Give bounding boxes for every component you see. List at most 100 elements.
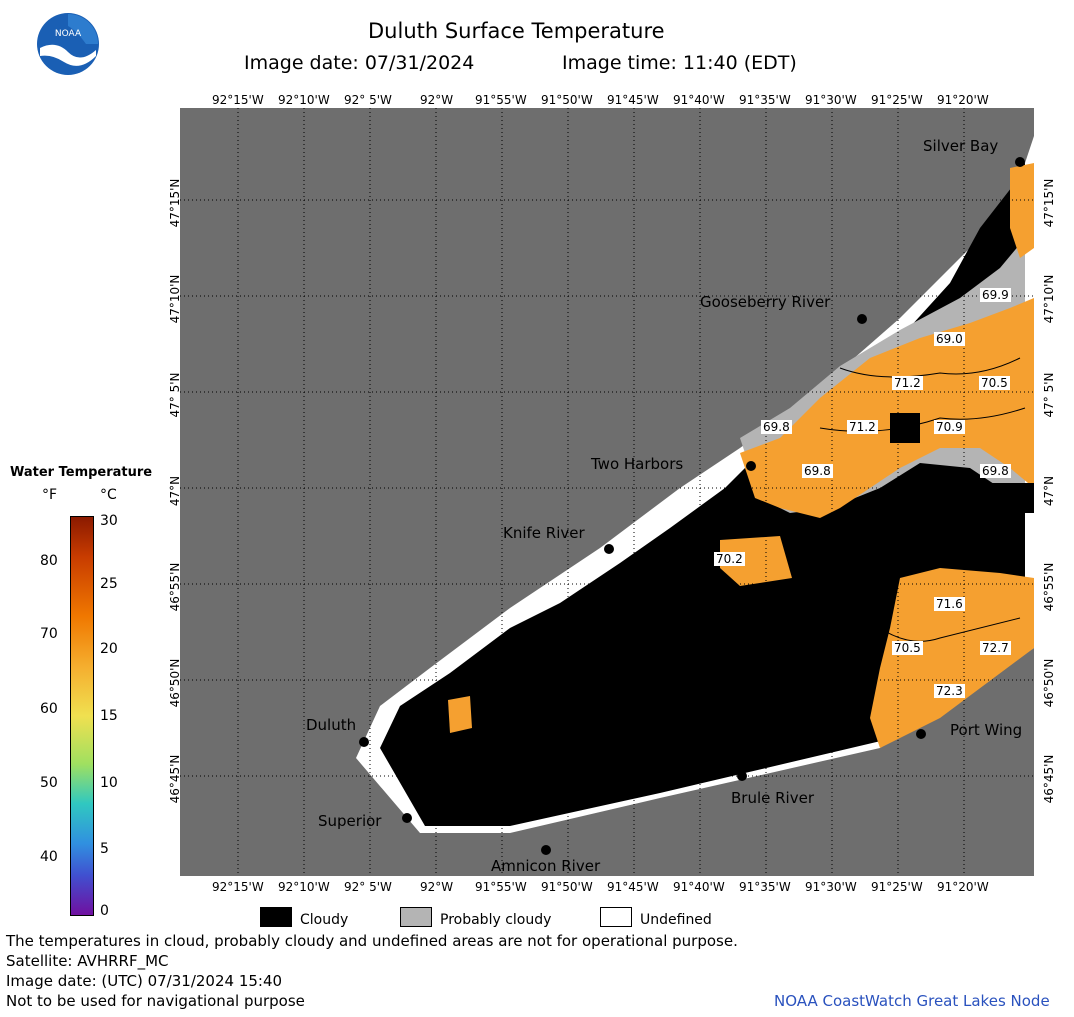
legend-f-tick: 40: [40, 849, 58, 865]
lon-label-bottom: 91°40'W: [673, 880, 725, 894]
legend-unit-f: °F: [42, 487, 58, 503]
lon-label-bottom: 92°10'W: [278, 880, 330, 894]
lon-label-top: 91°50'W: [541, 93, 593, 107]
temperature-label: 69.0: [934, 332, 965, 346]
warm-water-upper: [740, 298, 1034, 518]
legend-f-tick: 50: [40, 775, 58, 791]
image-time: Image time: 11:40 (EDT): [562, 52, 797, 74]
lat-label-right: 46°55'N: [1042, 562, 1056, 612]
footer-utc-date: Image date: (UTC) 07/31/2024 15:40: [6, 972, 283, 990]
grid-lines: [180, 108, 1034, 876]
lon-label-top: 91°35'W: [739, 93, 791, 107]
lon-label-bottom: 91°55'W: [475, 880, 527, 894]
temperature-label: 70.5: [979, 376, 1010, 390]
legend-f-tick: 60: [40, 701, 58, 717]
lat-label-right: 47° 5'N: [1042, 372, 1056, 418]
footer-satellite: Satellite: AVHRRF_MC: [6, 952, 169, 970]
legend-f-tick: 80: [40, 553, 58, 569]
legend-undefined-swatch: [600, 907, 632, 927]
legend-cloudy-swatch: [260, 907, 292, 927]
place-label-two-harbors: Two Harbors: [591, 455, 684, 473]
legend-unit-c: °C: [100, 487, 117, 503]
legend-c-tick: 30: [100, 513, 118, 529]
warm-water-lower: [870, 568, 1034, 748]
place-dot-silver-bay: [1015, 157, 1025, 167]
temperature-label: 69.8: [980, 464, 1011, 478]
warm-water-upper-right: [1010, 163, 1034, 258]
place-dot-brule-river: [737, 771, 747, 781]
temperature-label: 72.7: [980, 641, 1011, 655]
lon-label-bottom: 91°25'W: [871, 880, 923, 894]
temperature-label: 70.5: [892, 641, 923, 655]
legend-cloudy-label: Cloudy: [300, 912, 349, 928]
temperature-label: 69.9: [980, 288, 1011, 302]
contour-line: [879, 617, 1021, 642]
footer-disclaimer: The temperatures in cloud, probably clou…: [6, 932, 738, 950]
lon-label-bottom: 91°30'W: [805, 880, 857, 894]
temperature-label: 71.6: [934, 597, 965, 611]
lat-label-right: 46°45'N: [1042, 754, 1056, 804]
lon-label-bottom: 91°20'W: [937, 880, 989, 894]
cloud-patch: [980, 483, 1034, 513]
temperature-map: [180, 108, 1034, 876]
place-label-port-wing: Port Wing: [950, 721, 1023, 739]
place-dot-duluth: [359, 737, 369, 747]
legend-f-tick: 70: [40, 626, 58, 642]
lon-label-top: 92° 5'W: [344, 93, 392, 107]
lon-label-bottom: 92°15'W: [212, 880, 264, 894]
map-title: Duluth Surface Temperature: [368, 19, 665, 43]
warm-water-small: [720, 536, 792, 586]
legend-probably-cloudy-label: Probably cloudy: [440, 912, 552, 928]
contour-line: [839, 357, 1021, 378]
lon-label-bottom: 91°45'W: [607, 880, 659, 894]
warm-water-duluth: [448, 696, 472, 733]
temperature-label: 71.2: [847, 420, 878, 434]
temperature-label: 70.9: [934, 420, 965, 434]
footer-credit[interactable]: NOAA CoastWatch Great Lakes Node: [774, 992, 1050, 1010]
place-dot-two-harbors: [746, 461, 756, 471]
color-scale-bar: [70, 516, 94, 916]
lon-label-bottom: 91°35'W: [739, 880, 791, 894]
lat-label-right: 47°10'N: [1042, 274, 1056, 324]
lon-label-top: 91°55'W: [475, 93, 527, 107]
legend-c-tick: 0: [100, 903, 109, 919]
noaa-logo-text: NOAA: [55, 29, 82, 39]
lon-label-bottom: 92°W: [420, 880, 454, 894]
place-label-superior: Superior: [318, 812, 382, 830]
legend-c-tick: 5: [100, 841, 109, 857]
place-dot-knife-river: [604, 544, 614, 554]
temperature-label: 70.2: [714, 552, 745, 566]
place-dot-amnicon-river: [541, 845, 551, 855]
lon-label-top: 91°20'W: [937, 93, 989, 107]
place-label-duluth: Duluth: [306, 716, 357, 734]
lon-label-top: 92°10'W: [278, 93, 330, 107]
place-dot-port-wing: [916, 729, 926, 739]
lon-label-bottom: 92° 5'W: [344, 880, 392, 894]
place-label-gooseberry-river: Gooseberry River: [700, 293, 831, 311]
legend-undefined-label: Undefined: [640, 912, 712, 928]
lon-label-bottom: 91°50'W: [541, 880, 593, 894]
temperature-label: 71.2: [892, 376, 923, 390]
legend-c-tick: 25: [100, 576, 118, 592]
lat-label-right: 47°N: [1042, 475, 1056, 507]
legend-c-tick: 15: [100, 708, 118, 724]
image-date: Image date: 07/31/2024: [244, 52, 475, 74]
footer-navigation-note: Not to be used for navigational purpose: [6, 992, 305, 1010]
legend-c-tick: 20: [100, 641, 118, 657]
lat-label-right: 47°15'N: [1042, 178, 1056, 228]
cloud-patch: [890, 413, 920, 443]
temperature-label: 72.3: [934, 684, 965, 698]
place-label-knife-river: Knife River: [503, 524, 585, 542]
cloud-area: [380, 163, 1025, 826]
lon-label-top: 91°45'W: [607, 93, 659, 107]
place-dot-gooseberry-river: [857, 314, 867, 324]
place-dot-superior: [402, 813, 412, 823]
lon-label-top: 92°W: [420, 93, 454, 107]
lon-label-top: 91°25'W: [871, 93, 923, 107]
legend-probably-cloudy-swatch: [400, 907, 432, 927]
legend-c-tick: 10: [100, 775, 118, 791]
place-label-amnicon-river: Amnicon River: [491, 857, 601, 875]
legend-title: Water Temperature: [10, 465, 153, 480]
place-label-silver-bay: Silver Bay: [923, 137, 999, 155]
lon-label-top: 91°40'W: [673, 93, 725, 107]
